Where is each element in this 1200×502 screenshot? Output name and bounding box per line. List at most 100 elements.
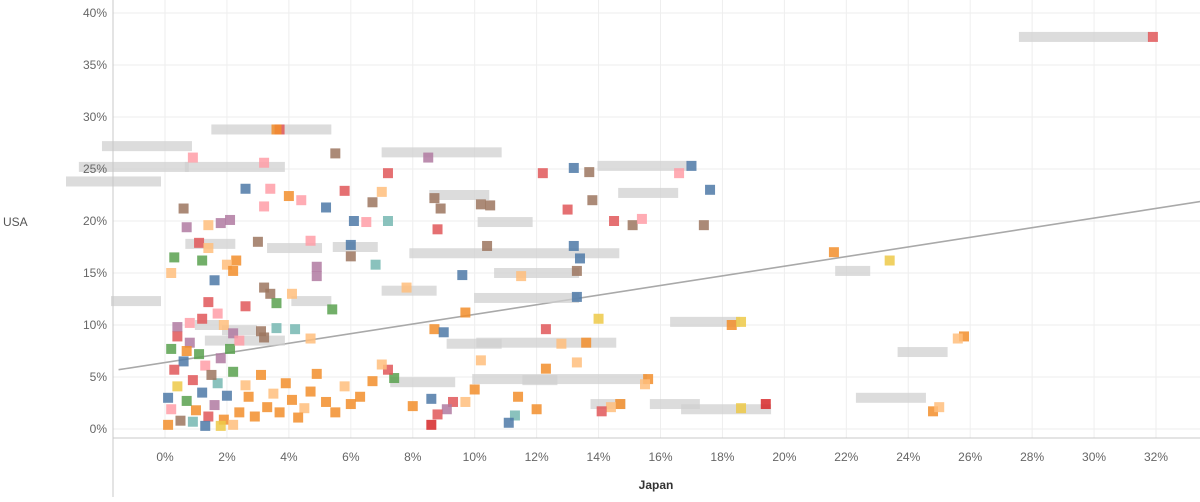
scatter-point [952, 333, 963, 344]
scatter-point [441, 404, 452, 415]
scatter-point [760, 399, 771, 410]
scatter-point [178, 356, 189, 367]
scatter-point [271, 298, 282, 309]
scatter-point [686, 160, 697, 171]
x-tick-label: 28% [1020, 450, 1044, 464]
scatter-point [166, 404, 177, 415]
scatter-point [181, 222, 192, 233]
scatter-point [345, 399, 356, 410]
y-axis-label: USA [3, 215, 28, 229]
point-label-blurred [472, 374, 648, 385]
scatter-point [345, 251, 356, 262]
scatter-point [290, 324, 301, 335]
mark-layer [163, 31, 1158, 431]
scatter-point [311, 368, 322, 379]
scatter-point [435, 203, 446, 214]
scatter-point [259, 157, 270, 168]
scatter-point [884, 255, 895, 266]
scatter-point [293, 412, 304, 423]
scatter-point [172, 381, 183, 392]
scatter-point [163, 392, 174, 403]
x-tick-label: 12% [525, 450, 549, 464]
scatter-point [736, 403, 747, 414]
x-tick-label: 26% [958, 450, 982, 464]
x-tick-label: 10% [463, 450, 487, 464]
point-label-blurred [649, 399, 700, 410]
scatter-point [184, 337, 195, 348]
scatter-point [209, 275, 220, 286]
scatter-point [355, 391, 366, 402]
x-tick-label: 0% [156, 450, 174, 464]
point-label-blurred [381, 147, 502, 158]
scatter-point [181, 346, 192, 356]
label-layer [66, 31, 1149, 415]
scatter-point [221, 390, 232, 401]
x-tick-label: 2% [218, 450, 236, 464]
scatter-point [221, 259, 232, 270]
y-tick-label: 40% [83, 6, 107, 20]
scatter-point [249, 411, 260, 422]
scatter-point [593, 313, 604, 324]
scatter-point [228, 328, 239, 339]
scatter-point [382, 216, 393, 226]
scatter-point [432, 409, 443, 420]
scatter-point [562, 204, 573, 215]
scatter-point [256, 369, 267, 380]
scatter-point [243, 391, 254, 402]
scatter-point [256, 326, 267, 337]
scatter-point [175, 415, 186, 426]
x-tick-label: 6% [342, 450, 360, 464]
scatter-point [259, 282, 270, 293]
y-tick-label: 25% [83, 162, 107, 176]
scatter-point [228, 419, 239, 430]
scatter-point [271, 124, 282, 135]
point-label-blurred [390, 377, 456, 388]
scatter-point [215, 353, 226, 364]
scatter-point [172, 322, 183, 333]
scatter-point [197, 255, 208, 266]
scatter-point [432, 224, 443, 235]
scatter-point [330, 407, 341, 418]
point-label-blurred [101, 141, 192, 152]
scatter-point [206, 369, 217, 380]
scatter-point [212, 378, 223, 389]
x-axis-label: Japan [639, 478, 674, 492]
trend-layer [118, 200, 1200, 371]
scatter-point [568, 162, 579, 173]
scatter-point [296, 195, 307, 206]
point-label-blurred [446, 338, 502, 349]
point-label-blurred [429, 190, 490, 200]
scatter-point [259, 201, 270, 212]
scatter-point [367, 376, 378, 387]
scatter-point [321, 396, 332, 407]
point-label-blurred [1018, 31, 1149, 42]
x-tick-label: 16% [648, 450, 672, 464]
scatter-point [228, 265, 239, 276]
scatter-point [286, 288, 297, 299]
point-label-blurred [291, 296, 332, 307]
scatter-point [330, 148, 341, 159]
scatter-point [209, 400, 220, 411]
scatter-point [513, 391, 524, 402]
x-tick-label: 20% [772, 450, 796, 464]
point-label-blurred [409, 248, 620, 259]
scatter-point [407, 401, 418, 412]
x-tick-label: 24% [896, 450, 920, 464]
scatter-point [574, 253, 585, 264]
scatter-point [376, 359, 387, 370]
scatter-point [311, 261, 322, 272]
scatter-point [268, 388, 279, 399]
scatter-point [571, 265, 582, 276]
point-label-blurred [184, 161, 285, 172]
scatter-point [540, 324, 551, 335]
scatter-point [460, 307, 471, 318]
scatter-point [200, 360, 211, 371]
x-tick-label: 32% [1144, 450, 1168, 464]
scatter-point [389, 373, 400, 384]
scatter-point [218, 414, 229, 425]
scatter-point [469, 384, 480, 395]
point-label-blurred [211, 124, 332, 135]
scatter-point [448, 396, 459, 407]
scatter-point [240, 380, 251, 391]
scatter-point [212, 308, 223, 319]
